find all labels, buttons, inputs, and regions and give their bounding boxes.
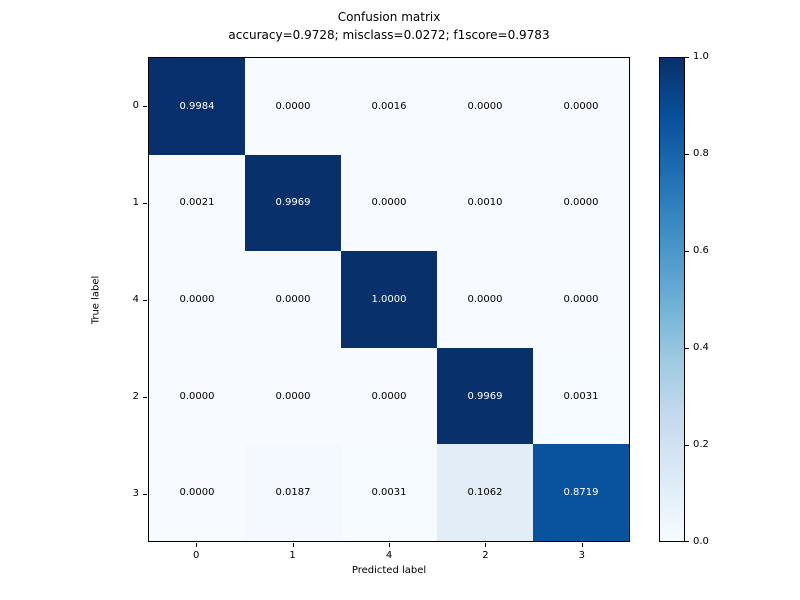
colorbar-tick-mark-1 [685,445,689,446]
heatmap-cell-r4c0: 0.0000 [149,444,245,541]
x-tick-label-3: 2 [482,550,489,561]
heatmap-cell-r4c2: 0.0031 [341,444,437,541]
heatmap-cell-r4c3: 0.1062 [437,444,533,541]
colorbar-tick-label-0: 0.0 [693,536,709,547]
heatmap-cell-r1c3: 0.0010 [437,154,533,252]
colorbar-tick-mark-5 [685,57,689,58]
plot-area: 0.9984 0.0000 0.0016 0.0000 0.0000 0.0021 0.99… [148,57,630,542]
chart-title: Confusion matrix [337,10,441,24]
heatmap-cell-r2c0: 0.0000 [149,251,245,348]
colorbar-tick-mark-4 [685,154,689,155]
heatmap-cell-r1c2: 0.0000 [341,154,437,252]
x-tick-mark-0 [196,543,198,547]
heatmap-cell-r3c0: 0.0000 [149,347,245,445]
y-tick-mark-1 [143,202,147,204]
heatmap-cell-r2c2: 1.0000 [341,251,437,348]
y-tick-label-1: 1 [132,196,139,208]
heatmap-cell-r1c1: 0.9969 [245,154,341,252]
heatmap-cell-r0c3: 0.0000 [437,58,533,155]
colorbar [659,57,685,542]
heatmap-cell-r0c0: 0.9984 [149,58,245,155]
heatmap-cell-r4c1: 0.0187 [245,444,341,541]
colorbar-tick-label-4: 0.8 [693,148,709,159]
x-axis-label: Predicted label [351,565,427,576]
heatmap-cell-r1c0: 0.0021 [149,154,245,252]
heatmap-cell-r0c4: 0.0000 [533,58,629,155]
y-tick-mark-3 [143,396,147,398]
chart-subtitle: accuracy=0.9728; misclass=0.0272; f1scor… [228,28,550,42]
heatmap-cell-r2c4: 0.0000 [533,251,629,348]
x-tick-mark-4 [581,543,583,547]
x-tick-mark-1 [292,543,294,547]
y-tick-label-0: 0 [132,99,139,111]
x-tick-mark-3 [485,543,487,547]
x-tick-mark-2 [389,543,390,547]
heatmap-grid: 0.9984 0.0000 0.0016 0.0000 0.0000 0.0021 0.99… [148,57,630,542]
colorbar-tick-label-3: 0.6 [693,245,709,256]
y-tick-label-3: 2 [132,390,139,402]
y-tick-mark-4 [143,493,147,495]
y-tick-mark-2 [143,299,147,301]
colorbar-tick-label-2: 0.4 [693,342,709,353]
heatmap-cell-r3c4: 0.0031 [533,347,629,445]
heatmap-cell-r1c4: 0.0000 [533,154,629,252]
heatmap-cell-r3c1: 0.0000 [245,347,341,445]
heatmap-cell-r0c1: 0.0000 [245,58,341,155]
y-axis-label: True label [90,275,102,325]
x-tick-label-1: 1 [289,550,296,561]
x-tick-label-2: 4 [385,550,393,561]
y-tick-label-4: 3 [132,487,139,499]
x-tick-label-0: 0 [193,550,200,561]
y-tick-label-2: 4 [132,293,139,305]
colorbar-tick-mark-3 [685,251,689,252]
colorbar-tick-label-1: 0.2 [693,439,709,450]
heatmap-cell-r2c1: 0.0000 [245,251,341,348]
colorbar-tick-mark-2 [685,348,689,349]
heatmap-cell-r3c2: 0.0000 [341,347,437,445]
colorbar-tick-mark-0 [685,541,689,542]
heatmap-cell-r2c3: 0.0000 [437,251,533,348]
heatmap-cell-r0c2: 0.0016 [341,58,437,155]
heatmap-cell-r4c4: 0.8719 [533,444,629,541]
x-tick-label-4: 3 [578,550,585,561]
y-tick-mark-0 [143,105,147,107]
heatmap-cell-r3c3: 0.9969 [437,347,533,445]
colorbar-tick-label-5: 1.0 [693,51,709,62]
